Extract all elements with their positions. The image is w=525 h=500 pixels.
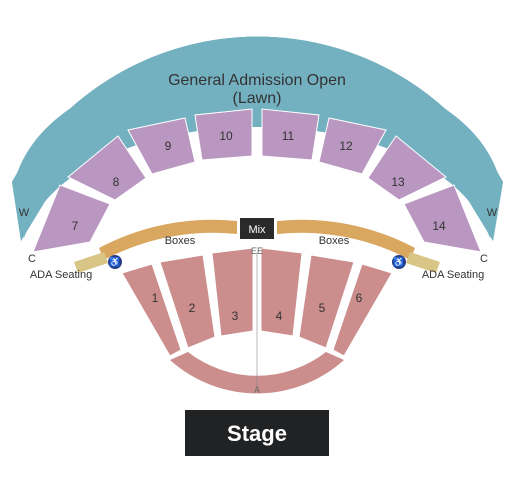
section-label-5: 5 <box>319 301 326 315</box>
boxes-label-left: Boxes <box>165 235 196 247</box>
ada-label-right: ADA Seating <box>422 269 484 281</box>
mix-label: Mix <box>248 224 266 236</box>
section-label-9: 9 <box>165 139 172 153</box>
section-label-13: 13 <box>391 175 405 189</box>
section-label-2: 2 <box>189 301 196 315</box>
section-label-10: 10 <box>219 129 233 143</box>
row-marker-ee: EE <box>251 246 263 256</box>
section-label-11: 11 <box>282 129 295 143</box>
section-label-8: 8 <box>113 175 120 189</box>
section-label-14: 14 <box>432 219 446 233</box>
section-label-6: 6 <box>356 291 363 305</box>
ada-glyph-l: ♿ <box>109 256 120 267</box>
lawn-label-1: General Admission Open <box>168 72 346 89</box>
label-c-left: C <box>28 253 36 265</box>
ada-glyph-r: ♿ <box>393 256 404 267</box>
label-w-left: W <box>19 207 30 219</box>
row-marker-a: A <box>254 385 260 395</box>
boxes-label-right: Boxes <box>319 235 350 247</box>
section-label-4: 4 <box>276 309 283 323</box>
label-w-right: W <box>487 207 498 219</box>
ada-label-left: ADA Seating <box>30 269 92 281</box>
section-label-12: 12 <box>339 139 353 153</box>
section-label-3: 3 <box>232 309 239 323</box>
section-label-1: 1 <box>152 291 159 305</box>
seating-chart: General Admission Open (Lawn) 7891011121… <box>0 0 525 500</box>
stage-label: Stage <box>227 421 287 446</box>
label-c-right: C <box>480 253 488 265</box>
section-label-7: 7 <box>72 219 79 233</box>
lawn-label-2: (Lawn) <box>233 90 282 107</box>
